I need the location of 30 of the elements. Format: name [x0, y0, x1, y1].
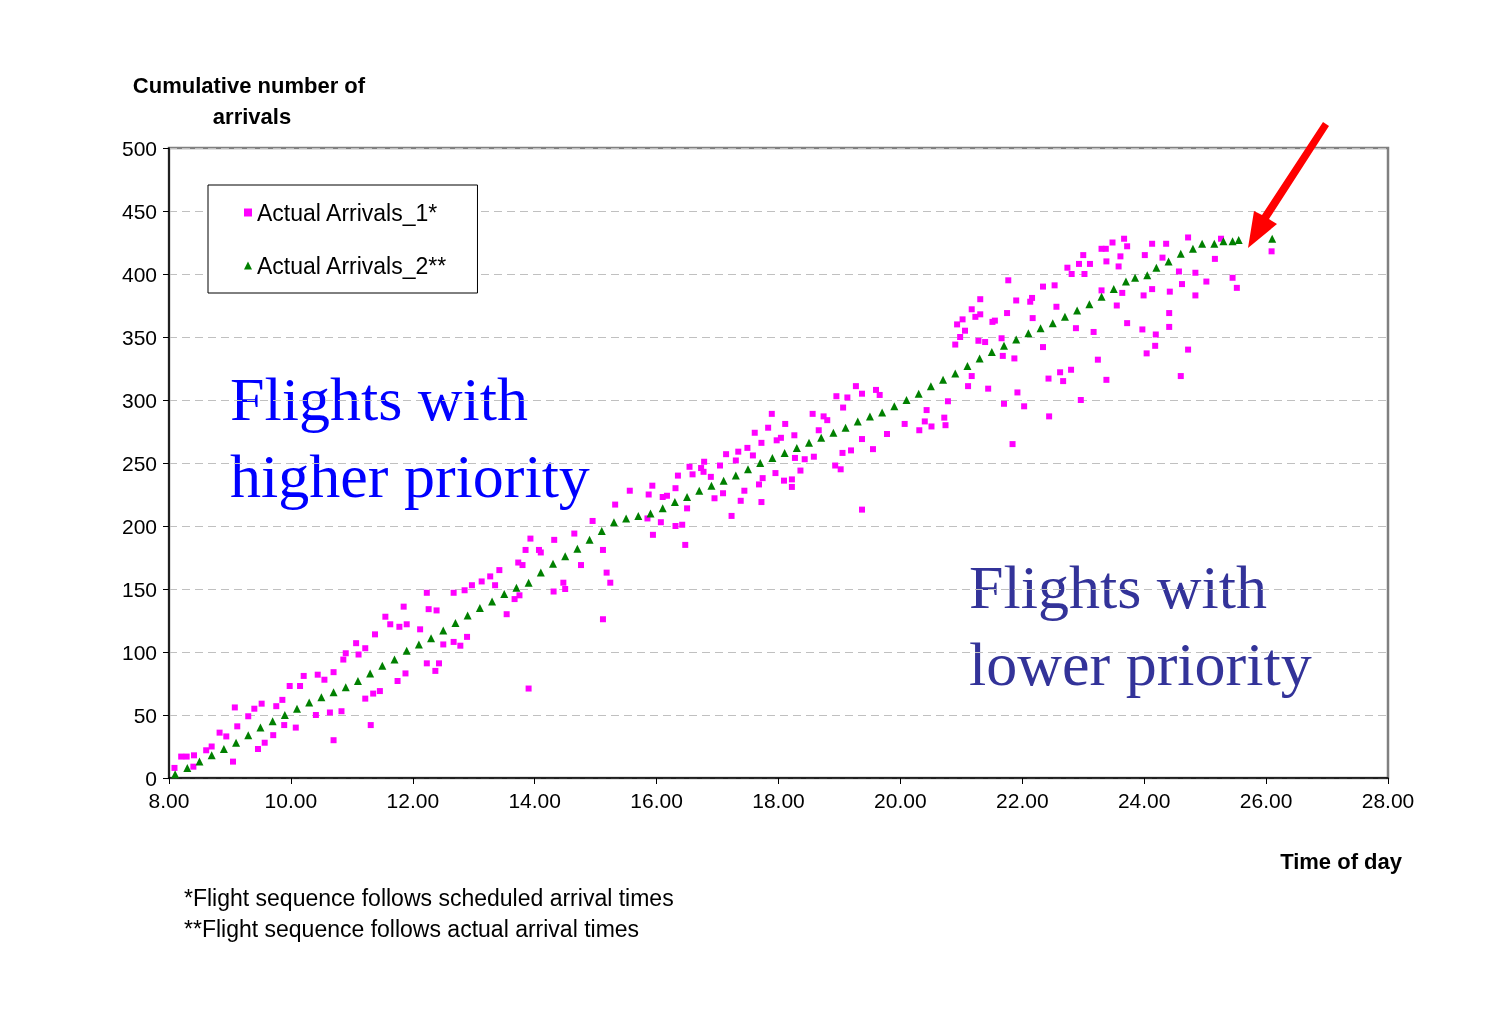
y-tick-label: 150 — [121, 577, 157, 601]
legend-label: Actual Arrivals_1* — [257, 199, 438, 226]
y-tick-label: 500 — [121, 136, 157, 160]
y-tick-label: 350 — [121, 325, 157, 349]
text: *Flight sequence follows scheduled arrival times — [184, 885, 674, 912]
x-tick-label: 18.00 — [752, 789, 805, 812]
y-tick-label: 300 — [121, 388, 157, 412]
legend-label: Actual Arrivals_2** — [257, 252, 447, 279]
x-tick-label: 26.00 — [1239, 789, 1293, 812]
y-tick-label: 400 — [121, 262, 157, 286]
x-tick-label: 10.00 — [264, 789, 318, 812]
text: **Flight sequence follows actual arrival times — [184, 916, 640, 943]
x-axis-title: Time of day — [1280, 848, 1403, 874]
x-tick-label: 24.00 — [1117, 789, 1171, 812]
y-tick-label: 250 — [121, 451, 157, 475]
annotation: Flights with lower priority — [969, 552, 1312, 699]
x-tick-label: 22.00 — [996, 789, 1049, 812]
x-tick-label: 20.00 — [874, 789, 927, 812]
x-tick-label: 16.00 — [630, 789, 683, 812]
x-tick-label: 12.00 — [386, 789, 440, 812]
x-tick-label: 8.00 — [148, 789, 190, 812]
y-tick-label: 100 — [121, 640, 157, 664]
y-tick-label: 50 — [133, 703, 157, 727]
x-tick-label: 14.00 — [508, 789, 561, 812]
y-tick-label: 200 — [121, 514, 157, 538]
x-tick-label: 28.00 — [1361, 789, 1415, 812]
y-axis-title: Cumulative number of arrivals — [132, 73, 372, 129]
y-tick-label: 0 — [145, 766, 157, 790]
annotation: Flights with higher priority — [230, 364, 590, 511]
y-tick-label: 450 — [121, 199, 157, 223]
